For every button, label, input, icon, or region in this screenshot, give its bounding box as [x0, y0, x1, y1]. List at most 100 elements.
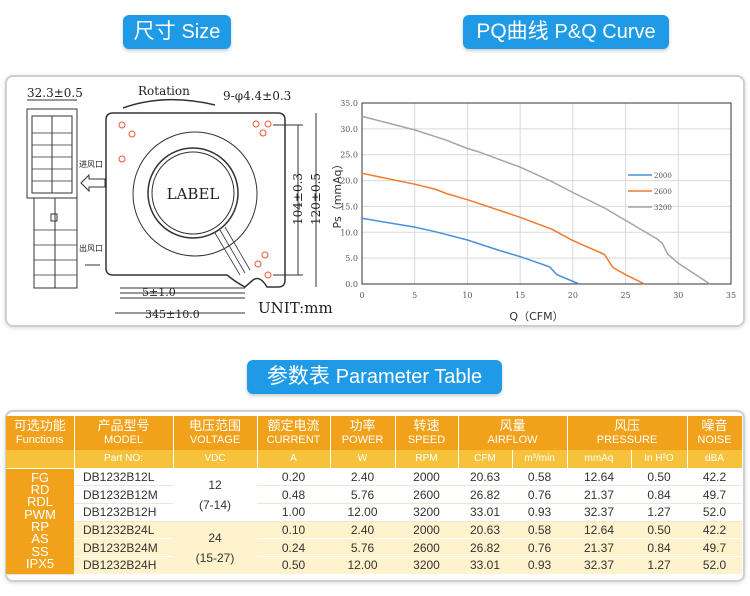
- series-line-2600: [361, 172, 645, 285]
- cfm-cell: 20.63: [458, 521, 512, 540]
- cfm-cell: 33.01: [458, 503, 512, 522]
- voltage-range: (7-14): [198, 497, 231, 512]
- dba-cell: 52.0: [687, 503, 742, 522]
- series-line-2000: [361, 217, 580, 285]
- x-tick-label: 10: [462, 291, 472, 300]
- voltage-cell: 12 (7-14): [173, 468, 257, 522]
- voltage-value: 12: [208, 477, 222, 492]
- m3-cell: 0.93: [512, 503, 567, 522]
- dba-cell: 52.0: [687, 556, 742, 575]
- header-noise: 噪音 NOISE: [687, 416, 743, 450]
- a-cell: 0.10: [257, 521, 330, 540]
- unit-cell: W: [330, 450, 396, 469]
- model-cell: DB1232B24H: [74, 556, 173, 575]
- header-pressure: 风压 PRESSURE: [567, 416, 688, 450]
- rpm-cell: 2600: [395, 538, 458, 557]
- table-row: DB1232B24M 0.24 5.76 2600 26.82 0.76 21.37 0.84…: [6, 538, 742, 557]
- parameter-table: 可选功能 Functions 产品型号 MODEL 电压范围 VOLTAGE 额定电流…: [6, 416, 743, 575]
- model-cell: DB1232B12L: [74, 468, 173, 487]
- w-cell: 2.40: [330, 468, 395, 487]
- a-cell: 0.48: [257, 485, 330, 504]
- size-title: 尺寸 Size: [123, 15, 231, 49]
- y-tick-label: 5.0: [345, 254, 358, 263]
- x-tick-label: 15: [515, 291, 525, 300]
- y-tick-label: 15.0: [340, 202, 358, 211]
- inh2o-cell: 0.50: [631, 468, 687, 487]
- pq-curve-chart: 0 5 10 15 20 25 30 35 0.0 5.0 10.0 15.0 20.0 25.0 30.0…: [331, 99, 736, 323]
- dba-cell: 49.7: [687, 485, 742, 504]
- unit-cell: In H²O: [631, 450, 688, 469]
- fan-dimension-drawing: 32.3±0.5 进风口 出风口 Rotation 9-φ4.4±0.3 LAB…: [26, 84, 333, 321]
- holes-dimension: 9-φ4.4±0.3: [223, 89, 291, 103]
- series-line-3200: [361, 115, 711, 285]
- function-item: RD: [30, 482, 50, 498]
- dba-cell: 42.2: [687, 468, 742, 487]
- unit-cell: A: [257, 450, 331, 469]
- m3-cell: 0.76: [512, 485, 567, 504]
- header-current: 额定电流 CURRENT: [257, 416, 331, 450]
- header-airflow: 风量 AIRFLOW: [458, 416, 568, 450]
- function-item: FG: [30, 469, 50, 485]
- unit-cell: VDC: [173, 450, 258, 469]
- inh2o-cell: 1.27: [631, 503, 687, 522]
- rpm-cell: 3200: [395, 503, 458, 522]
- y-tick-label: 25.0: [340, 151, 358, 160]
- x-tick-label: 20: [568, 291, 578, 300]
- rpm-cell: 2600: [395, 485, 458, 504]
- x-tick-label: 25: [620, 291, 630, 300]
- parameter-table-title: 参数表 Parameter Table: [247, 360, 502, 394]
- m3-cell: 0.76: [512, 538, 567, 557]
- x-tick-label: 30: [673, 291, 683, 300]
- legend-label-2000: 2000: [654, 172, 672, 180]
- y-tick-label: 0.0: [345, 280, 358, 289]
- a-cell: 0.20: [257, 468, 330, 487]
- cfm-cell: 26.82: [458, 485, 512, 504]
- inh2o-cell: 0.50: [631, 521, 687, 540]
- function-item: AS: [31, 531, 49, 547]
- cfm-cell: 26.82: [458, 538, 512, 557]
- header-power: 功率 POWER: [330, 416, 396, 450]
- rpm-cell: 2000: [395, 521, 458, 540]
- inh2o-cell: 0.84: [631, 485, 687, 504]
- depth-dimension: 32.3±0.5: [27, 86, 83, 100]
- header-functions: 可选功能 Functions: [6, 416, 75, 450]
- table-row: DB1232B24H 0.50 12.00 3200 33.01 0.93 32.37 1.2…: [6, 556, 742, 575]
- model-cell: DB1232B24M: [74, 538, 173, 557]
- header-model: 产品型号 MODEL: [74, 416, 174, 450]
- function-item: RDL: [26, 494, 53, 510]
- cfm-cell: 33.01: [458, 556, 512, 575]
- x-axis-label: Q（CFM）: [509, 310, 563, 323]
- header-voltage: 电压范围 VOLTAGE: [173, 416, 258, 450]
- m3-cell: 0.58: [512, 468, 567, 487]
- mmaq-cell: 21.37: [567, 485, 631, 504]
- w-cell: 2.40: [330, 521, 395, 540]
- y-axis-label: Ps（mmAq）: [331, 159, 344, 229]
- m3-cell: 0.93: [512, 556, 567, 575]
- plot-frame: [361, 102, 732, 285]
- table-row: DB1232B24L 24 (15-27) 0.10 2.40 2000 20.63 0.58…: [6, 521, 742, 575]
- function-item: IPX5: [25, 555, 55, 571]
- y-tick-label: 20.0: [340, 177, 358, 186]
- legend-label-3200: 3200: [654, 204, 672, 212]
- inh2o-cell: 0.84: [631, 538, 687, 557]
- unit-cell: RPM: [395, 450, 459, 469]
- mmaq-cell: 21.37: [567, 538, 631, 557]
- dba-cell: 49.7: [687, 538, 742, 557]
- dba-cell: 42.2: [687, 521, 742, 540]
- y-tick-label: 35.0: [340, 99, 358, 108]
- rpm-cell: 2000: [395, 468, 458, 487]
- unit-cell: CFM: [458, 450, 513, 469]
- table-row: DB1232B12M 0.48 5.76 2600 26.82 0.76 21.37 0.84…: [6, 485, 742, 504]
- w-cell: 5.76: [330, 485, 395, 504]
- unit-cell: Part NO:: [74, 450, 174, 469]
- functions-cell: FG RD RDL PWM RP AS SS IPX5: [6, 468, 74, 575]
- header-row: 可选功能 Functions 产品型号 MODEL 电压范围 VOLTAGE 额定电流…: [6, 416, 743, 450]
- unit-cell: dBA: [687, 450, 743, 469]
- inlet-label: 进风口: [79, 160, 103, 169]
- function-item: PWM: [24, 506, 56, 522]
- rotation-label: Rotation: [138, 84, 190, 98]
- a-cell: 0.50: [257, 556, 330, 575]
- outlet-label: 出风口: [79, 243, 103, 253]
- y-tick-label: 30.0: [340, 125, 358, 134]
- mmaq-cell: 12.64: [567, 468, 631, 487]
